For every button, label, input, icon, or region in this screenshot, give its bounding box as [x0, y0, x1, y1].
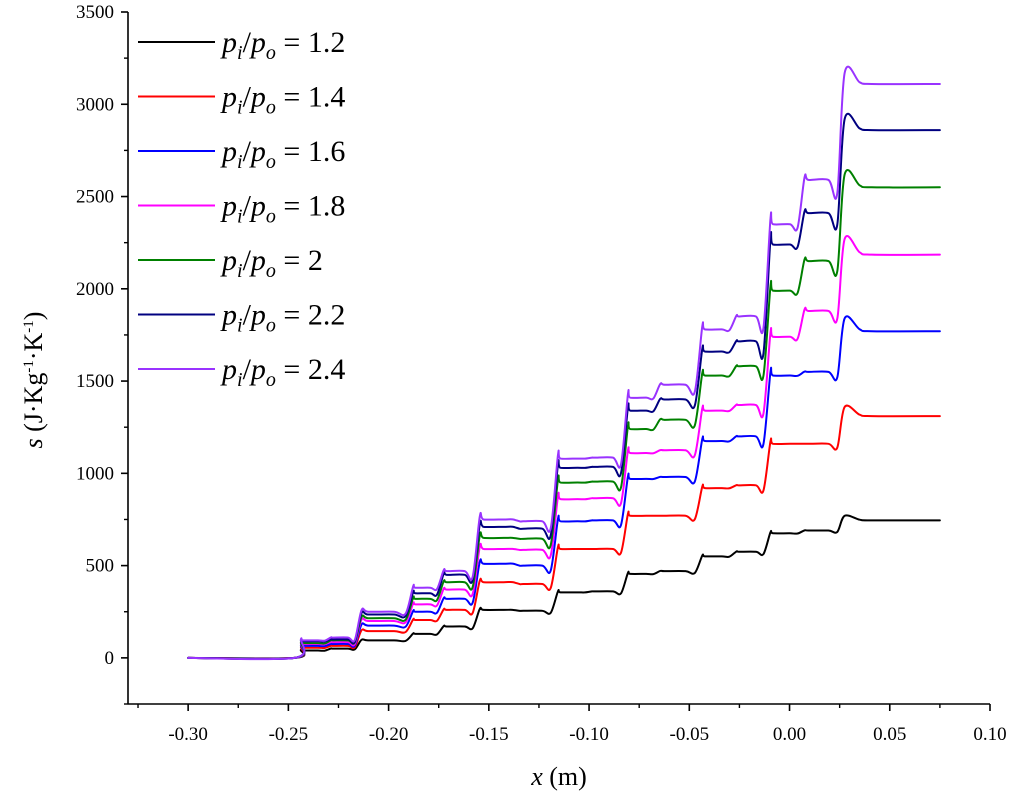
x-tick-label: -0.10 — [569, 724, 609, 745]
series-line-2-2 — [187, 112, 941, 661]
x-axis-var: x — [530, 762, 543, 791]
y-tick-label: 3000 — [76, 94, 114, 115]
series-line-2 — [187, 169, 941, 660]
legend: pi/po = 1.2 pi/po = 1.4 pi/po = 1.6 pi/po =… — [138, 26, 345, 391]
plot-lines — [187, 65, 941, 661]
y-axis-unit-part: -1 — [21, 360, 37, 373]
legend-entry-label: pi/po = 2 — [220, 244, 323, 282]
y-tick-label: 0 — [105, 648, 115, 669]
x-tick-label: -0.05 — [670, 724, 710, 745]
series-line-1-4 — [187, 404, 941, 660]
series-line-1-6 — [187, 315, 941, 660]
y-axis-unit-part: ) — [19, 312, 48, 321]
y-axis-unit-part: ·K — [19, 332, 48, 360]
legend-entry-label: pi/po = 2.4 — [220, 353, 345, 391]
x-tick-label: -0.30 — [168, 724, 208, 745]
y-axis-unit-part: (J·Kg — [19, 373, 48, 432]
y-axis-title: s (J·Kg-1·K-1) — [19, 312, 48, 449]
y-tick-label: 500 — [86, 556, 115, 577]
x-tick-label: -0.15 — [469, 724, 509, 745]
x-tick-label: 0.05 — [873, 724, 906, 745]
x-tick-label: -0.25 — [269, 724, 309, 745]
y-tick-label: 1500 — [76, 371, 114, 392]
legend-entry-label: pi/po = 1.6 — [220, 135, 345, 173]
series-line-1-8 — [187, 235, 941, 660]
series-line-2-4 — [187, 65, 941, 661]
legend-entry-label: pi/po = 1.4 — [220, 81, 345, 119]
x-axis-unit: (m) — [543, 762, 587, 791]
series-line-1-2 — [187, 514, 941, 660]
x-tick-label: -0.20 — [369, 724, 409, 745]
legend-entry-label: pi/po = 1.2 — [220, 26, 345, 64]
y-tick-label: 2000 — [76, 279, 114, 300]
y-tick-label: 3500 — [76, 2, 114, 23]
y-tick-label: 1000 — [76, 463, 114, 484]
y-axis-var: s — [19, 432, 48, 449]
axes: 0 500 1000 1500 2000 2500 3000 3500 -0.30 -0.25 -0… — [76, 2, 1007, 745]
legend-entry-label: pi/po = 1.8 — [220, 190, 345, 228]
legend-entry-label: pi/po = 2.2 — [220, 299, 345, 337]
y-axis-unit-part: -1 — [21, 320, 37, 333]
x-axis-title: x (m) — [530, 762, 587, 791]
y-tick-label: 2500 — [76, 187, 114, 208]
x-tick-label: 0.10 — [973, 724, 1006, 745]
x-tick-label: 0.00 — [773, 724, 806, 745]
